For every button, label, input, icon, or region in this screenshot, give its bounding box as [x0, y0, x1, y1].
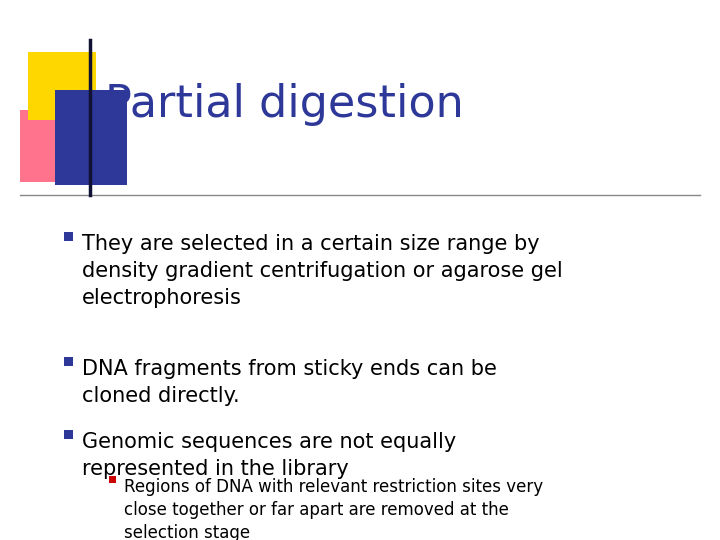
Text: Partial digestion: Partial digestion	[105, 84, 464, 126]
Text: DNA fragments from sticky ends can be
cloned directly.: DNA fragments from sticky ends can be cl…	[82, 359, 497, 406]
Bar	[55, 90, 127, 185]
Bar	[28, 52, 96, 120]
Bar	[63, 232, 73, 240]
Bar	[20, 110, 82, 182]
Bar	[109, 476, 115, 483]
Bar	[63, 356, 73, 366]
Bar	[63, 429, 73, 438]
Text: They are selected in a certain size range by
density gradient centrifugation or : They are selected in a certain size rang…	[82, 234, 563, 308]
Text: Genomic sequences are not equally
represented in the library: Genomic sequences are not equally repres…	[82, 432, 456, 479]
Text: Regions of DNA with relevant restriction sites very
close together or far apart : Regions of DNA with relevant restriction…	[124, 478, 543, 540]
